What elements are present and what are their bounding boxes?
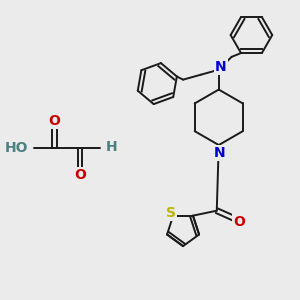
Text: H: H <box>106 140 117 154</box>
Text: O: O <box>48 114 60 128</box>
Text: N: N <box>215 60 226 74</box>
Text: O: O <box>74 168 86 182</box>
Text: O: O <box>234 214 245 229</box>
Text: HO: HO <box>5 141 28 155</box>
Text: S: S <box>166 206 176 220</box>
Text: N: N <box>214 146 226 160</box>
